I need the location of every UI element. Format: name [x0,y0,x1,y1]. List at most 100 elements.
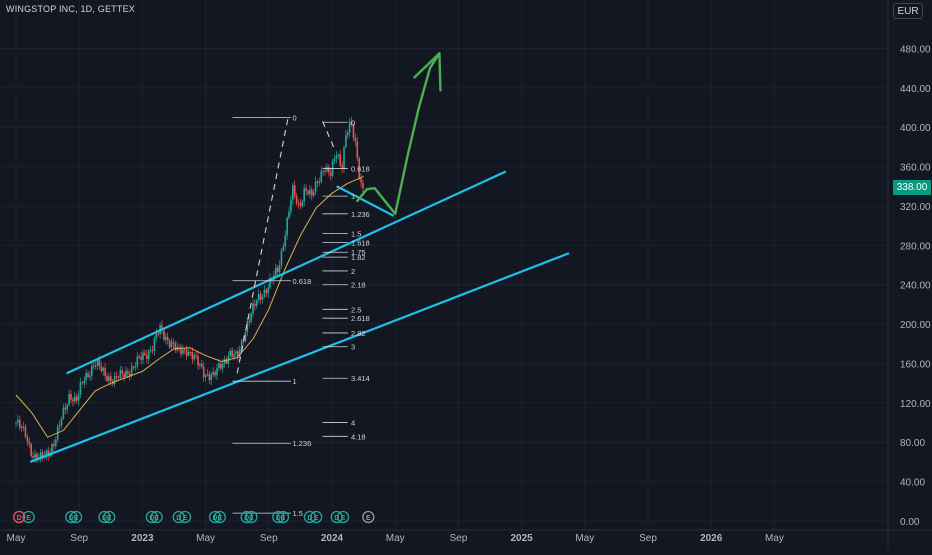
candle-body [235,351,237,354]
event-marker-label: E [74,515,79,522]
event-marker-label: D [17,515,22,522]
candle-body [172,342,175,344]
event-marker-circle [145,510,159,524]
candle-body [58,425,61,427]
candle-body [18,419,21,428]
event-marker-circle [103,510,116,524]
candle-body [178,346,180,348]
fib-level-label: 1.236 [293,439,312,448]
event-marker-circle [65,510,78,524]
y-tick-label: 240.00 [900,281,931,292]
candle-body [87,373,89,377]
event-marker-label: D [307,515,312,522]
candle-body [161,325,163,331]
fib-dashed-connector [322,121,335,148]
y-tick-label: 400.00 [900,123,931,134]
candle-body [229,350,232,357]
fib-level-label: 3 [351,343,355,352]
candle-body [106,375,108,382]
fib-level-label: 1.75 [351,248,366,257]
candle-body [110,376,112,382]
candle-body [39,452,42,458]
candle-body [360,178,362,183]
candle-body [92,365,95,367]
candle-body [246,321,249,333]
candle-body [223,359,226,364]
candle-body [149,350,152,352]
candle-body [130,366,133,377]
candle-body [350,121,353,125]
y-tick-label: 120.00 [900,399,931,410]
event-marker-label: E [249,515,254,522]
candle-body [70,393,72,400]
fib-level-label: 1.236 [351,210,370,219]
y-tick-label: 440.00 [900,84,931,95]
candle-body [128,373,131,377]
candle-body [102,367,105,371]
candle-body [201,364,203,367]
event-marker-circle [336,510,350,524]
candle-body [146,355,148,360]
event-marker-circle [362,510,375,524]
candle-body [62,407,65,419]
event-marker-circle [330,510,343,524]
candle-body [307,191,309,195]
candle-body [24,426,27,438]
x-tick-label: Sep [70,533,88,544]
candle-body [352,124,355,138]
candle-body [197,356,199,366]
event-marker-label: E [154,515,159,522]
y-axis: 0.00 40.00 80.00 120.00 160.00 200.00 240.00 28… [0,44,931,528]
candle-body [341,165,343,169]
candle-body [119,370,122,378]
candle-body [94,365,97,367]
candle-body [250,313,252,322]
candle-body [183,349,186,351]
candle-body [41,452,44,458]
event-marker-circle [208,510,222,524]
candle-body [362,182,364,189]
fib-level-label: 2.618 [351,314,370,323]
candle-body [127,371,129,374]
candle-body [100,366,103,371]
candle-body [337,154,340,156]
x-tick-label: 2024 [321,533,344,544]
candle-body [252,303,254,314]
candle-body [199,364,201,366]
candle-body [202,366,205,378]
candle-body [278,265,281,273]
candle-body [237,351,239,358]
fib-level-label: 1.5 [351,230,361,239]
candle-body [136,356,139,367]
fib-level-label: 0 [293,113,297,122]
candle-body [255,300,258,306]
candle-body [75,396,78,401]
candle-body [170,342,173,348]
candle-body [32,455,34,458]
moving-average-line [15,175,364,438]
candle-body [339,154,342,166]
candle-body [155,333,158,338]
candle-body [326,166,328,172]
candle-body [318,181,321,183]
y-tick-label: 0.00 [900,517,920,528]
candle-body [348,121,351,133]
fib-level-label: 3.414 [351,374,370,383]
candle-body [254,303,256,306]
event-marker-circle [69,510,83,524]
candle-body [166,336,169,341]
event-marker-label: E [281,515,286,522]
candle-body [261,296,264,300]
event-marker-circle [98,510,111,524]
candle-body [216,367,218,376]
candle-body [34,453,36,458]
candle-body [210,374,213,381]
event-marker-circle [13,510,26,524]
event-marker-circle [240,510,253,524]
currency-button[interactable]: EUR [893,3,923,19]
candle-body [51,443,53,453]
